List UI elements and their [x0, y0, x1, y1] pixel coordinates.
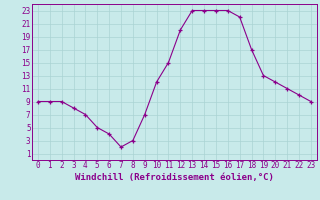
- X-axis label: Windchill (Refroidissement éolien,°C): Windchill (Refroidissement éolien,°C): [75, 173, 274, 182]
